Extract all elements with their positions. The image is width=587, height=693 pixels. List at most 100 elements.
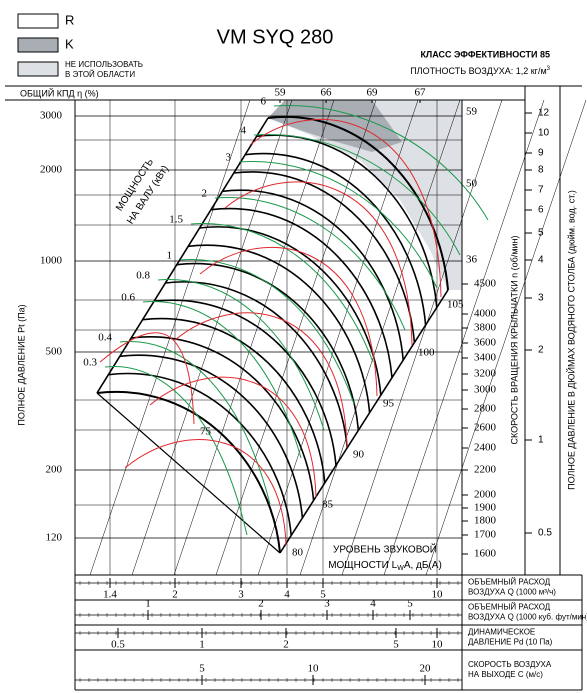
sound-label: УРОВЕНЬ ЗВУКОВОЙ <box>333 543 437 556</box>
sound-tick: 90 <box>353 449 365 461</box>
sound-tick: 105 <box>447 299 464 311</box>
speed-tick: 2600 <box>474 422 497 434</box>
system-line <box>425 99 587 576</box>
power-tick: 6 <box>261 96 267 108</box>
fan-curve <box>119 354 304 519</box>
scale-tick-label: 3 <box>238 589 244 601</box>
inch-tick: 2 <box>538 345 544 356</box>
power-curve <box>190 222 374 363</box>
curves <box>96 104 489 554</box>
speed-tick: 4500 <box>474 278 497 290</box>
fan-curve <box>108 372 292 536</box>
scale-tick-label: 3 <box>324 598 330 610</box>
power-tick: 4 <box>241 125 247 137</box>
power-curve <box>273 104 489 221</box>
sound-tick: 100 <box>418 347 435 359</box>
fan-curve <box>165 281 348 448</box>
speed-tick: 4000 <box>474 308 497 320</box>
fan-curve <box>210 207 393 378</box>
efficiency-tick: 59 <box>466 106 478 118</box>
legend-swatch-na <box>17 61 59 77</box>
power-curve <box>179 258 355 405</box>
scale-tick-label: 10 <box>432 589 444 601</box>
fan-curve <box>256 134 438 308</box>
pressure-tick: 500 <box>46 346 63 358</box>
scale-tick-label: 2 <box>258 598 264 610</box>
inch-tick: 0.5 <box>538 528 552 539</box>
sound-curve <box>124 439 287 546</box>
scale-tick-label: 4 <box>284 589 290 601</box>
scale-label: ОБЪЕМНЫЙ РАСХОД <box>468 603 551 612</box>
fan-curve <box>142 317 326 483</box>
scale-tick-label: 1 <box>145 598 151 610</box>
pressure-tick: 3000 <box>40 110 63 122</box>
boundary <box>96 392 281 554</box>
scale-label: ВОЗДУХА Q (1000 м³/ч) <box>468 588 556 597</box>
speed-tick: 3400 <box>474 352 497 364</box>
fan-curve <box>153 299 337 466</box>
pressure-axis-label: ПОЛНОЕ ДАВЛЕНИЕ Pt (Па) <box>16 304 26 425</box>
speed-tick: 2000 <box>474 489 497 501</box>
scale-tick-label: 4 <box>370 598 376 610</box>
inch-tick: 9 <box>538 148 544 159</box>
inch-tick: 7 <box>538 185 544 196</box>
sound-tick: 75 <box>200 426 212 438</box>
fan-curve <box>233 171 416 343</box>
sound-curve <box>199 246 378 397</box>
system-line <box>131 99 293 576</box>
scale-label: ВОЗДУХА Q (1000 куб. фут/мин) <box>468 613 587 622</box>
power-curve <box>104 365 248 536</box>
scale-tick-label: 5 <box>393 639 399 651</box>
efficiency-tick: 59 <box>275 87 287 99</box>
sound-curve <box>249 118 442 298</box>
fan-curve <box>176 262 360 431</box>
system-line <box>341 99 503 576</box>
inch-tick: 3 <box>538 293 544 304</box>
efficiency-tick: 36 <box>466 254 478 266</box>
sound-curve <box>174 312 348 448</box>
power-curve <box>142 300 302 459</box>
scale-tick-label: 1 <box>199 639 205 651</box>
grid <box>75 99 587 685</box>
power-tick: 0.3 <box>83 357 97 369</box>
power-curve <box>119 340 271 505</box>
speed-tick: 3200 <box>474 368 497 380</box>
scale-tick-label: 2 <box>172 589 178 601</box>
system-line <box>383 99 545 576</box>
inch-tick: 10 <box>538 128 550 139</box>
efficiency-tick: 67 <box>415 87 427 99</box>
scale-tick-label: 5 <box>320 589 326 601</box>
legend-swatch-k <box>17 37 59 53</box>
efficiency-tick: 66 <box>321 87 333 99</box>
sound-tick: 95 <box>383 398 395 410</box>
system-line <box>257 99 419 576</box>
speed-tick: 2400 <box>474 442 497 454</box>
scale-tick-label: 10 <box>308 663 320 675</box>
speed-tick: 3000 <box>474 384 497 396</box>
speed-tick: 2200 <box>474 464 497 476</box>
fan-curve <box>222 189 404 361</box>
legend-label: K <box>65 36 74 51</box>
boundary <box>279 289 449 554</box>
efficiency-class: КЛАСС ЭФФЕКТИВНОСТИ 85 <box>420 49 550 59</box>
sound-tick: 85 <box>322 499 334 511</box>
boundary <box>96 117 269 394</box>
power-tick: 0.4 <box>98 332 112 344</box>
speed-axis-label: СКОРОСТЬ ВРАЩЕНИЯ КРЫЛЬЧАТКИ n (об/мин) <box>509 235 519 444</box>
not-use-area <box>268 100 462 290</box>
power-curve <box>157 278 325 431</box>
power-curve <box>253 133 461 256</box>
fan-curve <box>267 115 449 291</box>
legend-label: R <box>65 12 74 27</box>
power-curve <box>214 196 406 331</box>
scale-label: ОБЪЕМНЫЙ РАСХОД <box>468 578 551 587</box>
inch-tick: 6 <box>538 205 544 216</box>
scale-tick-label: 5 <box>199 663 205 675</box>
inch-tick: 4 <box>538 255 544 266</box>
sound-label: МОЩНОСТИ LWA, дБ(A) <box>328 560 442 572</box>
scale-label: ДАВЛЕНИЕ Pd (10 Па) <box>468 638 553 647</box>
scale-tick-label: 2 <box>283 639 289 651</box>
speed-tick: 3800 <box>474 322 497 334</box>
system-line <box>173 99 335 576</box>
